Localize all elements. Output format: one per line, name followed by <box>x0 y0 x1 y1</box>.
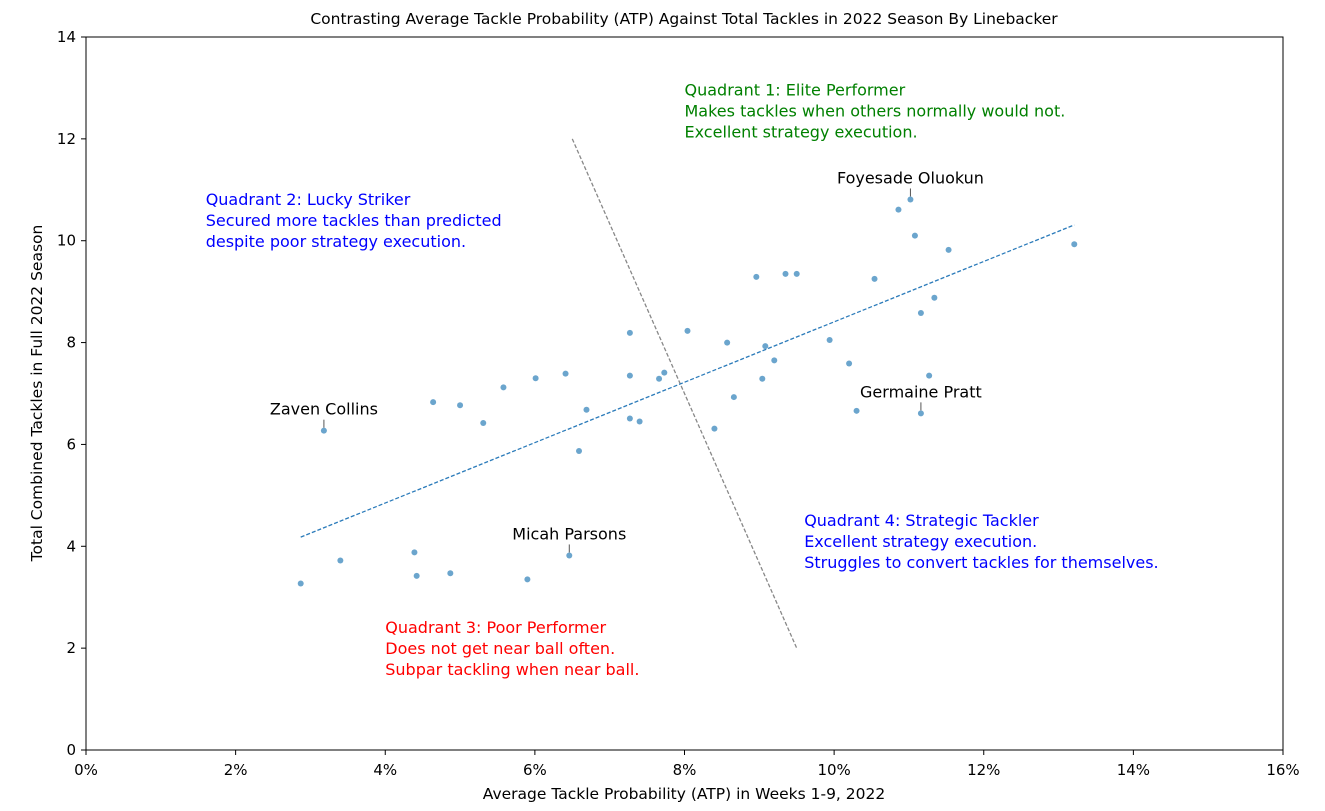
data-point <box>724 339 731 346</box>
data-point <box>759 375 766 382</box>
data-point <box>413 572 420 579</box>
x-tick-label: 6% <box>523 761 547 779</box>
data-point <box>566 552 573 559</box>
data-point <box>793 270 800 277</box>
quadrant-annotation-line: Quadrant 4: Strategic Tackler <box>804 511 1039 530</box>
plot-area: 0% 2% 4% 6% 8% 10% 12% 14% 16% 0 2 4 6 8 10 12 14 Foyesad… <box>57 28 1300 779</box>
y-tick-label: 12 <box>57 130 76 148</box>
data-point <box>457 402 464 409</box>
y-tick-label: 4 <box>66 537 76 555</box>
data-point <box>500 384 507 391</box>
x-tick-label: 2% <box>224 761 248 779</box>
x-axis-label: Average Tackle Probability (ATP) in Week… <box>483 785 886 803</box>
player-label: Germaine Pratt <box>860 382 982 401</box>
data-point <box>762 343 769 350</box>
quadrant-annotation-line: Excellent strategy execution. <box>804 532 1037 551</box>
data-point <box>480 420 487 427</box>
chart-title: Contrasting Average Tackle Probability (… <box>310 10 1058 28</box>
data-point <box>917 410 924 417</box>
x-tick-label: 10% <box>817 761 850 779</box>
data-point <box>871 275 878 282</box>
player-label: Micah Parsons <box>512 524 626 543</box>
y-tick-label: 2 <box>66 639 76 657</box>
data-point <box>782 270 789 277</box>
x-tick-label: 14% <box>1117 761 1150 779</box>
player-label: Foyesade Oluokun <box>837 168 984 187</box>
quadrant-annotation-line: despite poor strategy execution. <box>206 232 466 251</box>
data-point <box>753 273 760 280</box>
quadrant-annotation-line: Does not get near ball often. <box>385 639 615 658</box>
data-point <box>917 310 924 317</box>
data-point <box>583 406 590 413</box>
data-point <box>771 357 778 364</box>
data-point <box>297 580 304 587</box>
data-point <box>562 370 569 377</box>
data-point <box>636 418 643 425</box>
data-point <box>1071 241 1078 248</box>
y-tick-label: 10 <box>57 232 76 250</box>
quadrant-annotation-line: Excellent strategy execution. <box>685 123 918 142</box>
quadrant-annotation-line: Subpar tackling when near ball. <box>385 660 639 679</box>
data-point <box>711 425 718 432</box>
data-point <box>576 448 583 455</box>
x-tick-label: 4% <box>373 761 397 779</box>
quadrant-divider-line <box>571 138 798 649</box>
data-point <box>730 394 737 401</box>
data-point <box>911 232 918 239</box>
data-point <box>945 246 952 253</box>
data-point <box>524 576 531 583</box>
data-point <box>337 557 344 564</box>
quadrant-annotation-line: Secured more tackles than predicted <box>206 211 502 230</box>
data-point <box>661 369 668 376</box>
data-point <box>926 372 933 379</box>
data-point <box>931 294 938 301</box>
quadrant-annotation-line: Quadrant 2: Lucky Striker <box>206 190 411 209</box>
y-axis-label: Total Combined Tackles in Full 2022 Seas… <box>28 225 46 563</box>
x-tick-label: 0% <box>74 761 98 779</box>
data-point <box>684 327 691 334</box>
y-tick-label: 14 <box>57 28 76 46</box>
data-point <box>826 337 833 344</box>
quadrant-annotation-line: Struggles to convert tackles for themsel… <box>804 553 1158 572</box>
data-point <box>532 375 539 382</box>
data-point <box>411 549 418 556</box>
data-point <box>447 570 454 577</box>
data-point <box>626 415 633 422</box>
y-tick-label: 6 <box>66 435 76 453</box>
y-tick-label: 0 <box>66 741 76 759</box>
data-point <box>853 407 860 414</box>
data-point <box>626 329 633 336</box>
quadrant-annotation-line: Quadrant 3: Poor Performer <box>385 618 606 637</box>
player-label: Zaven Collins <box>270 400 378 419</box>
x-tick-label: 8% <box>673 761 697 779</box>
data-point <box>907 196 914 203</box>
quadrant-annotation-line: Quadrant 1: Elite Performer <box>685 81 906 100</box>
x-tick-label: 12% <box>967 761 1000 779</box>
data-point <box>895 206 902 213</box>
data-point <box>846 360 853 367</box>
trend-line <box>300 224 1075 538</box>
quadrant-annotation-line: Makes tackles when others normally would… <box>685 102 1066 121</box>
x-tick-label: 16% <box>1266 761 1299 779</box>
data-point <box>320 427 327 434</box>
data-point <box>656 375 663 382</box>
data-point <box>430 399 437 406</box>
y-tick-label: 8 <box>66 334 76 352</box>
data-point <box>626 372 633 379</box>
